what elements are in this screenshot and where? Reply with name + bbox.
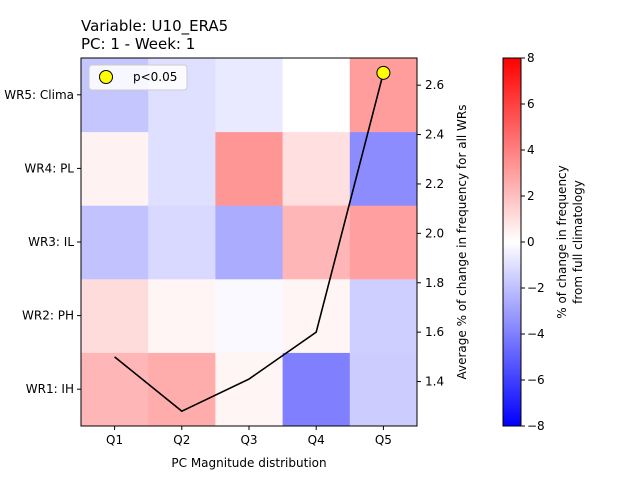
- x-axis: Q1 Q2 Q3 Q4 Q5: [106, 426, 392, 447]
- heatmap-cell: [349, 352, 418, 427]
- heatmap-cell: [148, 352, 216, 427]
- heatmap-cell: [215, 205, 284, 280]
- y-axis-left: WR1: IH WR2: PH WR3: IL WR4: PL WR5: Clima: [4, 88, 81, 396]
- heatmap-cell: [282, 131, 351, 206]
- heatmap-cell: [81, 205, 149, 280]
- right-tick-label: 2.6: [425, 78, 444, 92]
- right-axis-label: Average % of change in frequency for all…: [455, 104, 469, 379]
- plot-frame: [80, 57, 418, 427]
- y-tick-label: WR5: Clima: [4, 88, 74, 102]
- colorbar-tick-label: 2: [527, 189, 535, 203]
- colorbar-label-line1: % of change in frequency: [555, 165, 569, 319]
- colorbar-tick-label: −2: [527, 281, 545, 295]
- significance-marker: [376, 65, 391, 80]
- y-tick-label: WR2: PH: [22, 309, 74, 323]
- heatmap-cell: [282, 352, 351, 427]
- colorbar-tick-label: 6: [527, 97, 535, 111]
- y-axis-right: 1.4 1.6 1.8 2.0 2.2 2.4 2.6: [417, 78, 444, 389]
- y-tick-label: WR4: PL: [24, 161, 74, 175]
- legend-box: [88, 64, 188, 91]
- colorbar-tick-label: −8: [527, 419, 545, 433]
- x-tick-label: Q4: [308, 433, 325, 447]
- legend-label: p<0.05: [133, 70, 177, 84]
- x-tick-label: Q1: [106, 433, 123, 447]
- colorbar-ticks: −8 −6 −4 −2 0 2 4 6 8: [521, 51, 545, 433]
- heatmap-cell: [148, 205, 216, 280]
- x-axis-label: PC Magnitude distribution: [171, 456, 326, 470]
- average-line: [114, 65, 391, 413]
- colorbar-tick-label: −4: [527, 327, 545, 341]
- x-tick-label: Q2: [173, 433, 190, 447]
- heatmap-cell: [81, 352, 149, 427]
- chart-subtitle: PC: 1 - Week: 1: [81, 35, 195, 53]
- heatmap-cell: [148, 278, 216, 353]
- colorbar-tick-label: 0: [527, 235, 535, 249]
- heatmap-cell: [215, 278, 284, 353]
- right-tick-label: 1.8: [425, 276, 444, 290]
- heatmap-cell: [81, 131, 149, 206]
- colorbar-tick-label: 8: [527, 51, 535, 65]
- average-line-path: [114, 72, 385, 413]
- right-tick-label: 1.4: [425, 375, 444, 389]
- legend: p<0.05: [88, 64, 188, 91]
- heatmap-cell: [215, 131, 284, 206]
- chart-title: Variable: U10_ERA5: [81, 17, 228, 36]
- colorbar-tick-label: −6: [527, 373, 545, 387]
- heatmap-cell: [81, 278, 149, 353]
- right-tick-label: 2.2: [425, 177, 444, 191]
- heatmap-cell: [215, 58, 284, 133]
- heatmap-cell: [349, 205, 418, 280]
- heatmap-cell: [282, 58, 351, 133]
- colorbar-tick-label: 4: [527, 143, 535, 157]
- heatmap-cell: [349, 278, 418, 353]
- right-tick-label: 2.4: [425, 128, 444, 142]
- y-tick-label: WR1: IH: [26, 382, 74, 396]
- y-tick-label: WR3: IL: [28, 235, 74, 249]
- right-tick-label: 2.0: [425, 226, 444, 240]
- legend-marker: [99, 70, 113, 84]
- heatmap-cell: [148, 131, 216, 206]
- x-tick-label: Q5: [375, 433, 392, 447]
- x-tick-label: Q3: [240, 433, 257, 447]
- heatmap-cell: [282, 278, 351, 353]
- heatmap-cell: [349, 131, 418, 206]
- right-tick-label: 1.6: [425, 325, 444, 339]
- colorbar: [502, 57, 522, 427]
- colorbar-label-line2: from full climatology: [571, 180, 585, 304]
